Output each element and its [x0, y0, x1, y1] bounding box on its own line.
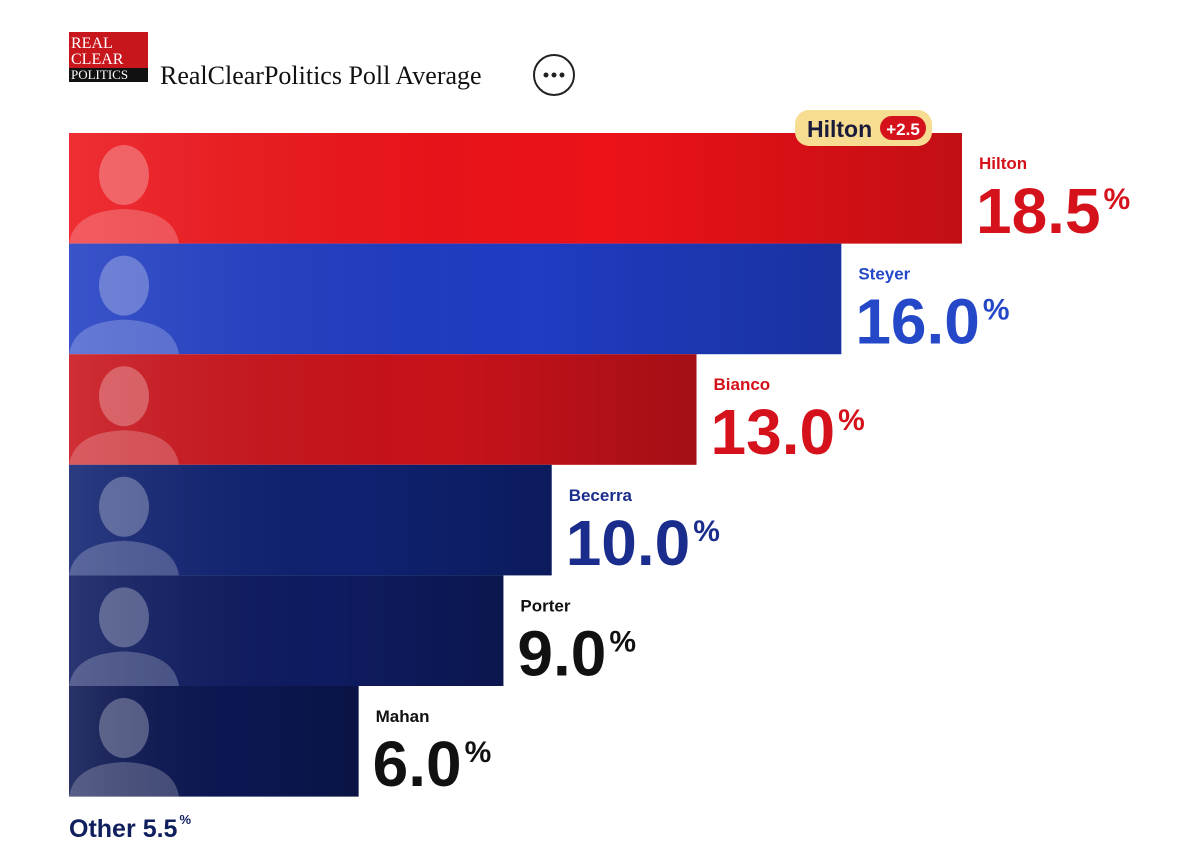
- logo-black: [69, 68, 148, 82]
- bars: Hilton 18.5 % Steyer 16.0 % Bianco 13.0 % Becerra…: [69, 133, 1130, 800]
- candidate-name: Porter: [520, 596, 570, 615]
- badge-lead: +2.5: [886, 120, 920, 139]
- bar-shade: [69, 464, 552, 576]
- value-unit: %: [609, 625, 636, 658]
- value-label: 10.0: [566, 507, 691, 579]
- portrait-head: [99, 698, 149, 758]
- other: Other 5.5 %: [69, 812, 191, 843]
- portrait-body: [69, 762, 179, 797]
- portrait-body: [69, 209, 179, 244]
- value-label: 18.5: [976, 175, 1101, 247]
- badge-name: Hilton: [807, 116, 872, 142]
- logo-text: POLITICS: [71, 67, 128, 82]
- value-unit: %: [838, 404, 865, 437]
- portrait-body: [69, 319, 179, 355]
- portrait-head: [99, 587, 149, 648]
- bar-shade: [69, 243, 842, 355]
- value-unit: %: [983, 294, 1010, 327]
- logo-text: REAL: [71, 35, 113, 52]
- bar-shade: [69, 354, 697, 465]
- portrait-head: [99, 476, 149, 537]
- dot: [559, 72, 565, 78]
- other-label: Other: [69, 815, 136, 843]
- value-unit: %: [693, 515, 720, 548]
- candidate-name: Hilton: [979, 154, 1027, 173]
- portrait-body: [69, 540, 179, 576]
- logo-red: [69, 32, 148, 68]
- other-value: 5.5: [143, 815, 178, 843]
- more-button[interactable]: [533, 54, 575, 96]
- bar-shade: [69, 575, 504, 686]
- logo: REAL CLEAR POLITICS: [69, 32, 148, 82]
- dot: [543, 72, 549, 78]
- bar-shade: [69, 133, 962, 244]
- value-unit: %: [1104, 183, 1131, 216]
- portrait-head: [99, 366, 149, 427]
- portrait-body: [69, 430, 179, 465]
- value-label: 16.0: [855, 286, 980, 358]
- dot: [551, 72, 557, 78]
- badge-pill: [880, 116, 926, 140]
- lead-badge: Hilton +2.5: [795, 110, 932, 146]
- candidate-name: Mahan: [376, 707, 430, 726]
- portrait-head: [99, 145, 149, 205]
- value-unit: %: [465, 736, 492, 769]
- other-unit: %: [179, 812, 191, 827]
- chart-title: RealClearPolitics Poll Average: [160, 61, 482, 90]
- bar-shade: [69, 686, 359, 797]
- value-label: 6.0: [373, 728, 462, 800]
- candidate-name: Bianco: [714, 375, 771, 394]
- value-label: 9.0: [517, 617, 606, 689]
- portrait-body: [69, 651, 179, 686]
- candidate-name: Becerra: [569, 486, 633, 505]
- portrait-head: [99, 255, 149, 316]
- candidate-name: Steyer: [858, 265, 910, 284]
- value-label: 13.0: [711, 396, 836, 468]
- logo-text: CLEAR: [71, 51, 124, 68]
